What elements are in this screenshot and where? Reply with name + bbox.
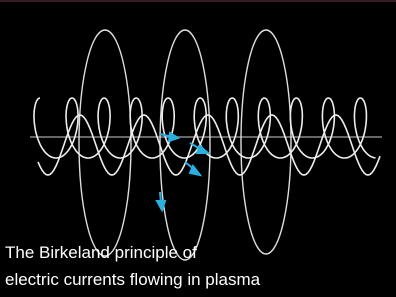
caption-line: The Birkeland principle of <box>5 243 197 262</box>
diagram: The Birkeland principle of electric curr… <box>0 0 396 297</box>
page: The Birkeland principle of electric curr… <box>0 0 396 297</box>
caption-line: electric currents flowing in plasma <box>5 270 261 289</box>
